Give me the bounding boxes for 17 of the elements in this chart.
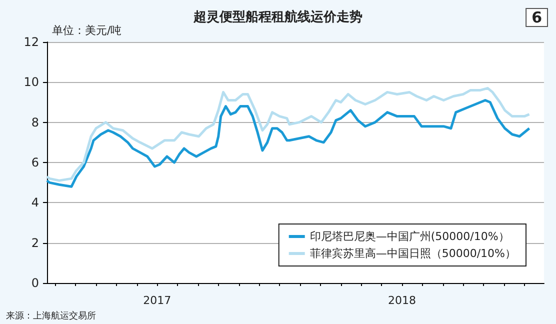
y-axis-title: 单位：美元/吨 bbox=[52, 24, 122, 37]
x-tick-label: 2017 bbox=[143, 294, 172, 307]
x-tick-label: 2018 bbox=[388, 294, 416, 307]
chart-title: 超灵便型船程租航线运价走势 bbox=[192, 9, 362, 25]
legend-label: 菲律宾苏里高—中国日照（50000/10%） bbox=[310, 247, 516, 260]
text: 6 bbox=[532, 8, 542, 26]
source-note: 来源：上海航运交易所 bbox=[6, 310, 96, 322]
y-tick-label: 2 bbox=[31, 236, 39, 250]
line-series bbox=[46, 86, 531, 182]
y-tick-label: 10 bbox=[24, 75, 39, 90]
y-tick-label: 8 bbox=[31, 115, 39, 130]
y-tick-label: 4 bbox=[31, 196, 39, 210]
line-series bbox=[46, 98, 531, 188]
y-tick-label: 12 bbox=[24, 35, 39, 49]
y-tick-label: 0 bbox=[31, 276, 39, 290]
y-tick-label: 6 bbox=[31, 156, 39, 170]
legend-label: 印尼塔巴尼奥—中国广州(50000/10%） bbox=[310, 230, 510, 243]
